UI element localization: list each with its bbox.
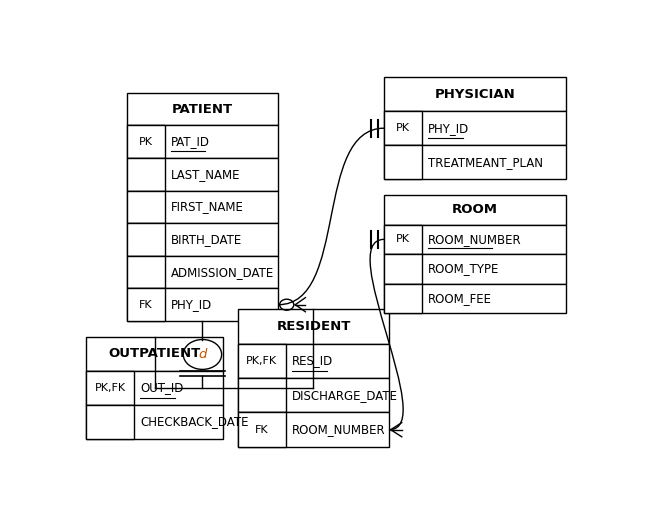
Text: PHY_ID: PHY_ID (428, 122, 469, 135)
Bar (238, 412, 389, 447)
Text: ROOM_NUMBER: ROOM_NUMBER (292, 423, 385, 436)
Bar (384, 111, 566, 145)
Bar (384, 145, 422, 179)
Bar (384, 284, 566, 313)
Bar (127, 223, 278, 256)
Bar (127, 125, 165, 158)
Text: ADMISSION_DATE: ADMISSION_DATE (171, 266, 274, 278)
Bar (384, 284, 422, 313)
Text: ROOM_TYPE: ROOM_TYPE (428, 262, 499, 275)
Bar (238, 343, 286, 378)
Text: PHY_ID: PHY_ID (171, 298, 212, 311)
Text: PK,FK: PK,FK (95, 383, 126, 393)
Bar (384, 145, 566, 179)
Text: d: d (199, 348, 206, 361)
Bar (384, 254, 566, 284)
Text: LAST_NAME: LAST_NAME (171, 168, 240, 181)
Bar (127, 288, 278, 321)
Bar (87, 405, 134, 439)
Text: PK: PK (139, 137, 153, 147)
Text: PK: PK (396, 123, 410, 133)
Text: ROOM_NUMBER: ROOM_NUMBER (428, 233, 521, 246)
Bar (238, 309, 389, 343)
Bar (127, 125, 278, 158)
Bar (238, 412, 286, 447)
Text: FIRST_NAME: FIRST_NAME (171, 200, 243, 214)
Bar (87, 405, 223, 439)
Bar (127, 256, 278, 288)
Bar (87, 371, 223, 405)
Text: RES_ID: RES_ID (292, 354, 333, 367)
Bar (127, 256, 165, 288)
Text: ROOM: ROOM (452, 203, 498, 216)
Bar (238, 378, 389, 412)
Bar (238, 378, 286, 412)
Bar (87, 371, 134, 405)
Bar (127, 191, 165, 223)
Text: RESIDENT: RESIDENT (276, 320, 351, 333)
Bar (127, 158, 278, 191)
Text: OUTPATIENT: OUTPATIENT (109, 347, 201, 360)
Text: FK: FK (255, 425, 269, 435)
Text: BIRTH_DATE: BIRTH_DATE (171, 233, 242, 246)
Bar (127, 158, 165, 191)
Bar (127, 93, 278, 125)
Bar (384, 225, 566, 254)
Text: PHYSICIAN: PHYSICIAN (434, 87, 516, 101)
Text: PATIENT: PATIENT (172, 103, 233, 115)
Text: CHECKBACK_DATE: CHECKBACK_DATE (141, 415, 249, 429)
Bar (127, 288, 165, 321)
Text: DISCHARGE_DATE: DISCHARGE_DATE (292, 389, 398, 402)
Bar (384, 195, 566, 225)
Bar (127, 223, 165, 256)
Text: PAT_ID: PAT_ID (171, 135, 210, 148)
Bar (384, 77, 566, 111)
Text: PK,FK: PK,FK (246, 356, 277, 366)
Bar (127, 191, 278, 223)
Text: TREATMEANT_PLAN: TREATMEANT_PLAN (428, 156, 543, 169)
Bar (87, 337, 223, 371)
Bar (384, 225, 422, 254)
Text: ROOM_FEE: ROOM_FEE (428, 292, 492, 305)
Text: FK: FK (139, 300, 152, 310)
Text: OUT_ID: OUT_ID (141, 381, 184, 394)
Text: PK: PK (396, 235, 410, 244)
Bar (384, 254, 422, 284)
Bar (384, 111, 422, 145)
Bar (238, 343, 389, 378)
